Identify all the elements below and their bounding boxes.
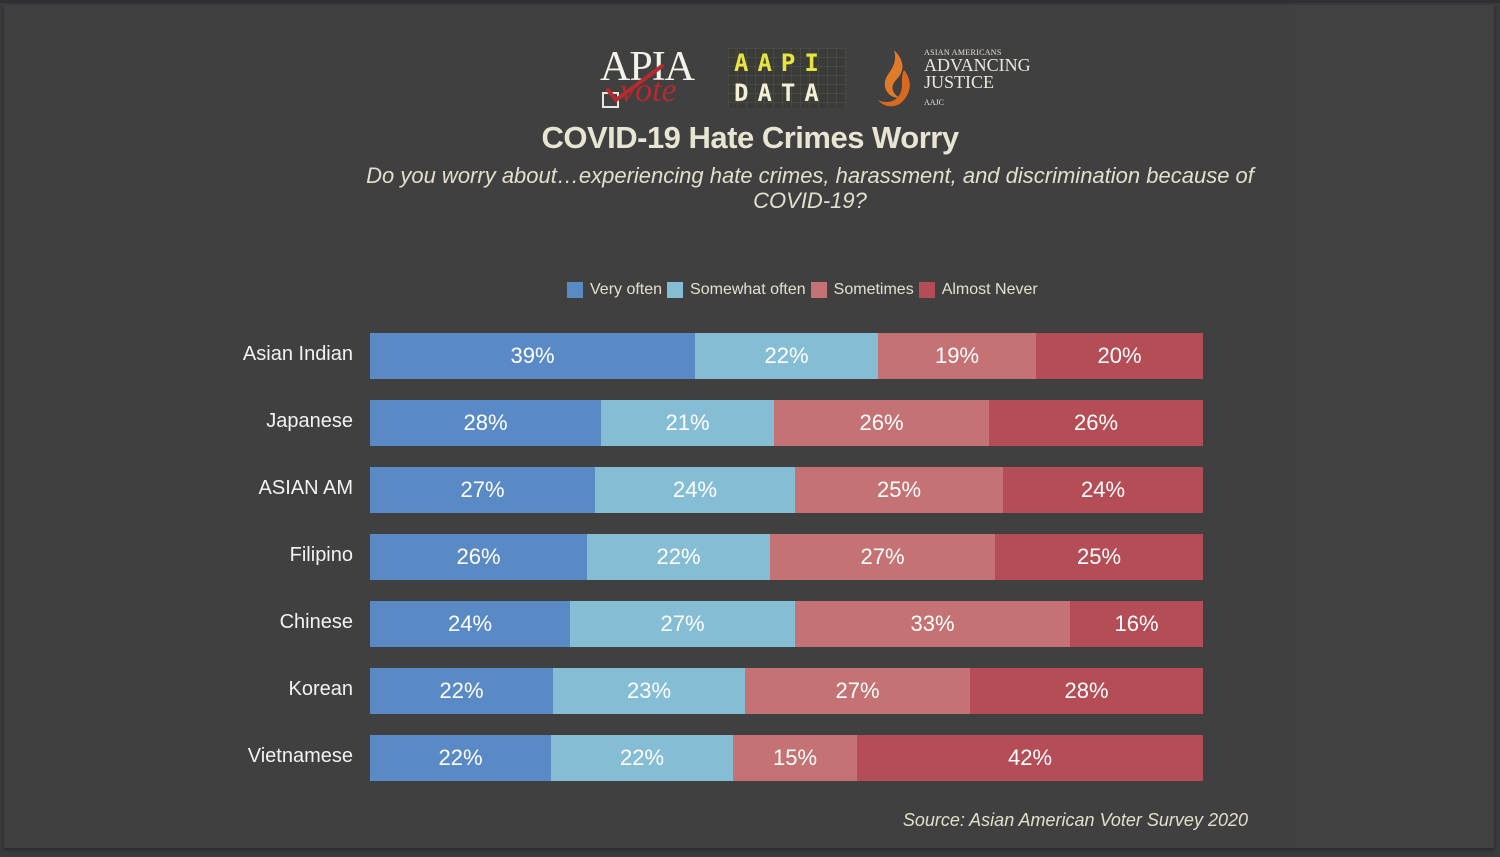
data-label: 22% xyxy=(438,745,483,770)
bar-segment: 28% xyxy=(370,400,601,446)
data-label: 16% xyxy=(1114,611,1159,636)
legend-label: Almost Never xyxy=(941,281,1038,298)
category-label: ASIAN AM xyxy=(258,477,353,499)
bar-segment: 24% xyxy=(595,467,795,513)
data-label: 27% xyxy=(660,611,705,636)
data-label: 23% xyxy=(626,678,672,703)
bar-segment: 42% xyxy=(857,735,1203,781)
checkmark-icon xyxy=(606,64,664,103)
data-label: 27% xyxy=(860,544,905,569)
window-top-strip xyxy=(0,0,1500,3)
category-label: Chinese xyxy=(279,611,353,633)
data-label: 28% xyxy=(463,410,508,435)
chart-title: COVID-19 Hate Crimes Worry xyxy=(541,120,959,155)
legend-item: Almost Never xyxy=(918,281,1038,299)
data-label: 26% xyxy=(859,410,904,435)
bar-segment: 15% xyxy=(733,735,857,781)
legend-label: Somewhat often xyxy=(690,281,806,298)
category-label: Japanese xyxy=(266,410,353,432)
data-label: 27% xyxy=(460,477,505,502)
slide-shade xyxy=(1294,5,1494,848)
legend-swatch xyxy=(918,282,935,298)
legend-item: Somewhat often xyxy=(667,281,806,299)
aajc-logo: ASIAN AMERICANS ADVANCING JUSTICE AAJC xyxy=(874,46,1039,110)
aajc-logo-foot: AAJC xyxy=(924,98,945,107)
apia-vote-logo: APIA vote xyxy=(596,44,711,110)
legend-swatch xyxy=(567,282,583,298)
data-label: 24% xyxy=(447,611,493,636)
bar-segment: 28% xyxy=(970,668,1203,714)
data-label: 25% xyxy=(876,477,922,502)
chart-subtitle: Do you worry about…experiencing hate cri… xyxy=(366,163,1254,213)
bar-segment: 22% xyxy=(370,668,553,714)
category-label: Filipino xyxy=(289,544,353,566)
bar-segment: 25% xyxy=(795,467,1003,513)
bar-segment: 27% xyxy=(745,668,970,714)
aajc-logo-justice: JUSTICE xyxy=(924,72,995,92)
aajc-logo-small-text: ASIAN AMERICANS xyxy=(924,48,1002,57)
data-label: 19% xyxy=(934,343,980,368)
data-label: 28% xyxy=(1064,678,1109,703)
bar-segment: 20% xyxy=(1036,333,1203,379)
legend-item: Sometimes xyxy=(810,281,914,299)
data-label: 42% xyxy=(1007,745,1053,770)
bar-segment: 27% xyxy=(570,601,795,647)
bar-segment: 26% xyxy=(774,400,989,446)
legend-swatch xyxy=(667,282,684,298)
data-label: 15% xyxy=(772,745,818,770)
legend-swatch xyxy=(810,282,827,298)
data-label: 26% xyxy=(456,544,501,569)
chart-legend: Very often Somewhat often Sometimes Almost … xyxy=(567,280,1043,300)
data-label: 22% xyxy=(656,544,701,569)
data-logo-text: DATA xyxy=(734,79,828,107)
data-label: 24% xyxy=(1080,477,1126,502)
data-label: 24% xyxy=(672,477,718,502)
bar-segment: 33% xyxy=(795,601,1070,647)
apia-logo-text: APIA xyxy=(600,44,695,90)
bar-segment: 22% xyxy=(587,534,770,580)
bar-segment: 23% xyxy=(553,668,745,714)
data-label: 22% xyxy=(764,343,809,368)
legend-label: Very often xyxy=(590,281,663,298)
legend-item: Very often xyxy=(567,281,662,299)
bar-segment: 39% xyxy=(370,333,695,379)
legend-label: Sometimes xyxy=(833,281,914,298)
data-label: 22% xyxy=(619,745,665,770)
data-label: 33% xyxy=(910,611,955,636)
logo-row: APIA vote AAPI DATA ASIAN AMERICANS ADVA… xyxy=(596,44,1036,110)
data-label: 39% xyxy=(510,343,555,368)
bar-segment: 19% xyxy=(878,333,1036,379)
bar-segment: 24% xyxy=(1003,467,1203,513)
bar-segment: 25% xyxy=(995,534,1203,580)
bar-segment: 16% xyxy=(1070,601,1203,647)
bar-segment: 22% xyxy=(370,735,551,781)
data-label: 20% xyxy=(1097,343,1142,368)
bar-segment: 26% xyxy=(370,534,587,580)
bar-segment: 26% xyxy=(989,400,1203,446)
bar-segment: 22% xyxy=(551,735,733,781)
bar-segment: 27% xyxy=(370,467,595,513)
data-label: 21% xyxy=(665,410,710,435)
bar-segment: 21% xyxy=(601,400,774,446)
bar-segment: 27% xyxy=(770,534,995,580)
aapi-data-logo: AAPI DATA xyxy=(728,48,846,108)
source-note: Source: Asian American Voter Survey 2020 xyxy=(902,810,1248,830)
category-label: Asian Indian xyxy=(242,343,353,365)
data-label: 25% xyxy=(1076,544,1122,569)
flame-icon xyxy=(878,50,910,107)
bar-segment: 24% xyxy=(370,601,570,647)
data-label: 22% xyxy=(439,678,484,703)
bar-segment: 22% xyxy=(695,333,878,379)
aapi-logo-text: AAPI xyxy=(734,49,828,77)
category-label: Korean xyxy=(288,678,354,700)
data-label: 27% xyxy=(835,678,880,703)
category-label: Vietnamese xyxy=(247,745,353,767)
aajc-logo-advancing: ADVANCING xyxy=(924,55,1031,75)
data-label: 26% xyxy=(1073,410,1119,435)
